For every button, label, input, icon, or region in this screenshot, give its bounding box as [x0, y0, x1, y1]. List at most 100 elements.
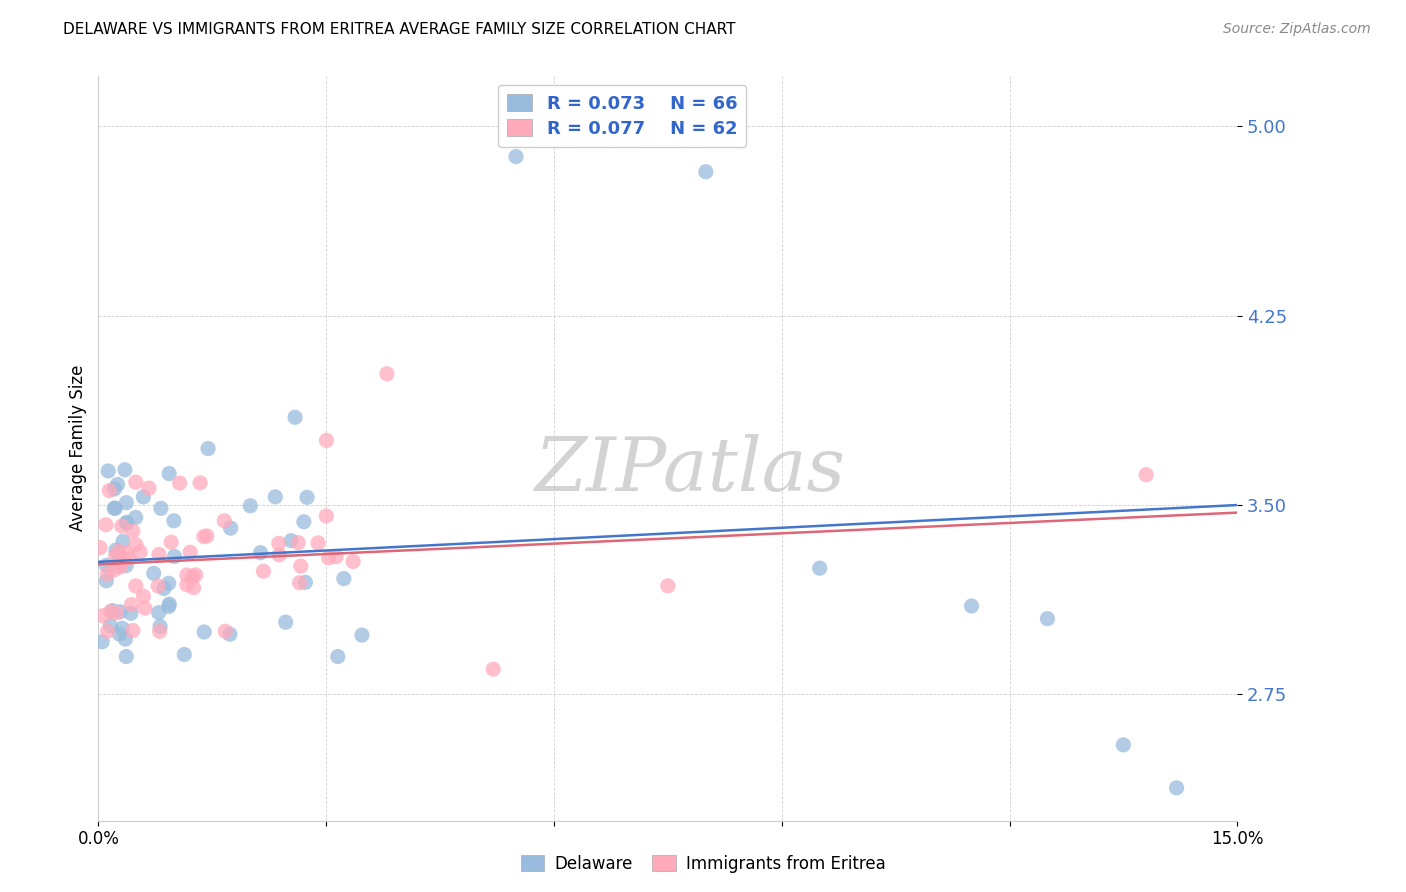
Point	[176, 568, 198, 582]
Point	[103, 482, 125, 496]
Point	[160, 535, 183, 549]
Point	[96, 624, 118, 639]
Point	[97, 464, 120, 478]
Point	[176, 578, 198, 592]
Point	[157, 467, 180, 481]
Point	[100, 605, 122, 619]
Text: Source: ZipAtlas.com: Source: ZipAtlas.com	[1223, 22, 1371, 37]
Point	[129, 545, 152, 559]
Point	[325, 549, 347, 564]
Point	[280, 533, 302, 548]
Point	[105, 606, 128, 620]
Point	[315, 508, 337, 523]
Point	[121, 598, 143, 612]
Point	[94, 517, 117, 532]
Point	[375, 367, 398, 381]
Point	[252, 564, 274, 578]
Point	[108, 627, 131, 641]
Point	[292, 515, 315, 529]
Point	[96, 558, 118, 573]
Point	[695, 165, 717, 179]
Point	[112, 534, 135, 549]
Point	[132, 589, 155, 603]
Point	[148, 606, 170, 620]
Point	[98, 618, 121, 632]
Point	[197, 442, 219, 456]
Point	[1036, 612, 1059, 626]
Point	[108, 557, 131, 571]
Point	[121, 524, 143, 539]
Point	[274, 615, 297, 630]
Point	[104, 543, 127, 558]
Point	[125, 510, 148, 524]
Point	[108, 549, 131, 564]
Point	[239, 499, 262, 513]
Point	[195, 529, 218, 543]
Text: DELAWARE VS IMMIGRANTS FROM ERITREA AVERAGE FAMILY SIZE CORRELATION CHART: DELAWARE VS IMMIGRANTS FROM ERITREA AVER…	[63, 22, 735, 37]
Legend: Delaware, Immigrants from Eritrea: Delaware, Immigrants from Eritrea	[515, 848, 891, 880]
Point	[264, 490, 287, 504]
Point	[115, 496, 138, 510]
Point	[149, 624, 172, 639]
Point	[181, 569, 204, 583]
Point	[318, 550, 340, 565]
Point	[115, 546, 138, 560]
Point	[108, 605, 131, 619]
Point	[125, 579, 148, 593]
Point	[288, 575, 311, 590]
Point	[315, 434, 337, 448]
Point	[120, 606, 142, 620]
Point	[134, 601, 156, 615]
Point	[505, 150, 527, 164]
Y-axis label: Average Family Size: Average Family Size	[69, 365, 87, 532]
Point	[294, 575, 316, 590]
Point	[98, 483, 121, 498]
Point	[138, 481, 160, 495]
Point	[153, 582, 176, 596]
Point	[269, 548, 291, 562]
Point	[103, 501, 125, 516]
Point	[960, 599, 983, 613]
Point	[218, 627, 240, 641]
Point	[96, 574, 118, 588]
Point	[157, 597, 180, 611]
Legend: R = 0.073    N = 66, R = 0.077    N = 62: R = 0.073 N = 66, R = 0.077 N = 62	[498, 85, 747, 147]
Point	[89, 541, 111, 555]
Point	[193, 625, 215, 640]
Point	[125, 475, 148, 490]
Point	[122, 624, 145, 638]
Text: ZIPatlas: ZIPatlas	[536, 434, 846, 507]
Point	[148, 548, 170, 562]
Point	[115, 649, 138, 664]
Point	[1112, 738, 1135, 752]
Point	[214, 624, 236, 639]
Point	[287, 535, 309, 549]
Point	[163, 549, 186, 564]
Point	[101, 604, 124, 618]
Point	[118, 551, 141, 566]
Point	[115, 516, 138, 530]
Point	[110, 560, 132, 574]
Point	[179, 545, 201, 559]
Point	[214, 514, 236, 528]
Point	[290, 559, 312, 574]
Point	[96, 567, 118, 582]
Point	[115, 516, 138, 530]
Point	[307, 536, 329, 550]
Point	[183, 581, 205, 595]
Point	[108, 544, 131, 558]
Point	[132, 490, 155, 504]
Point	[295, 491, 318, 505]
Point	[163, 514, 186, 528]
Point	[114, 632, 136, 647]
Point	[657, 579, 679, 593]
Point	[115, 558, 138, 573]
Point	[103, 563, 125, 577]
Point	[157, 599, 180, 614]
Point	[326, 649, 349, 664]
Point	[111, 621, 134, 635]
Point	[114, 463, 136, 477]
Point	[125, 538, 148, 552]
Point	[808, 561, 831, 575]
Point	[173, 648, 195, 662]
